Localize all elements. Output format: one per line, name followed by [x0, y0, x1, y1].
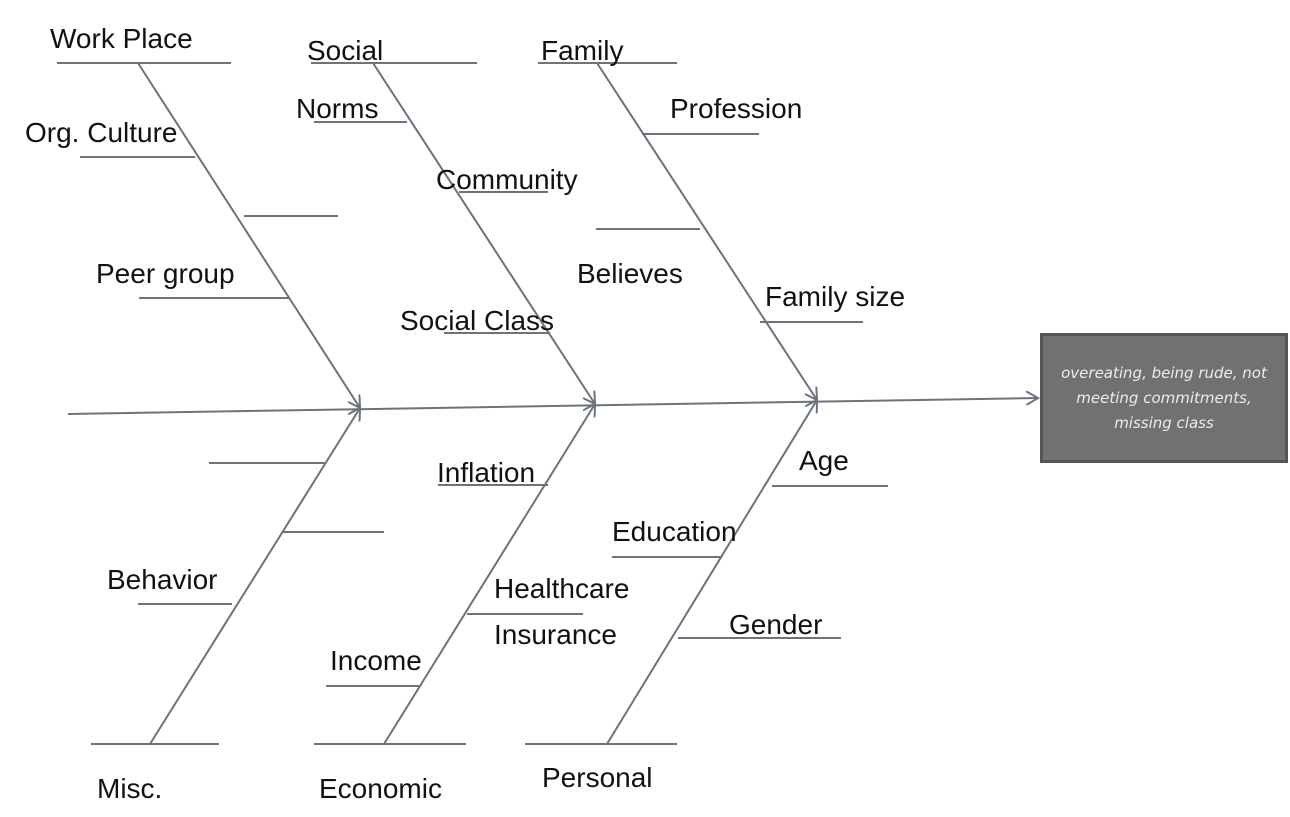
cause-norms: Norms [296, 93, 378, 124]
category-personal: Personal [542, 762, 653, 793]
bone-misc [91, 408, 384, 745]
bone-work-place [57, 62, 360, 408]
cause-income: Income [330, 645, 422, 676]
cause-behavior: Behavior [107, 564, 218, 595]
spine-arrow [67, 398, 1038, 415]
cause-social-class: Social Class [400, 305, 554, 336]
cause-gender: Gender [729, 609, 822, 640]
cause-community: Community [436, 164, 578, 195]
cause-peer-group: Peer group [96, 258, 235, 289]
cause-org-culture: Org. Culture [25, 117, 178, 148]
category-social: Social [307, 35, 383, 66]
cause-education: Education [612, 516, 737, 547]
cause-age: Age [799, 445, 849, 476]
effect-box: overeating, being rude, not meeting comm… [1040, 333, 1288, 463]
category-work-place: Work Place [50, 23, 193, 54]
category-misc: Misc. [97, 773, 162, 804]
category-family: Family [541, 35, 623, 66]
bone-family [538, 62, 863, 400]
bone-social [311, 62, 595, 404]
bone-personal [525, 400, 888, 745]
effect-text: overeating, being rude, not meeting comm… [1061, 363, 1267, 432]
cause-profession: Profession [670, 93, 802, 124]
cause-insurance: Insurance [494, 619, 617, 650]
cause-believes: Believes [577, 258, 683, 289]
cause-healthcare: Healthcare [494, 573, 629, 604]
cause-inflation: Inflation [437, 457, 535, 488]
bone-economic [314, 404, 595, 745]
cause-family-size: Family size [765, 281, 905, 312]
category-economic: Economic [319, 773, 442, 804]
